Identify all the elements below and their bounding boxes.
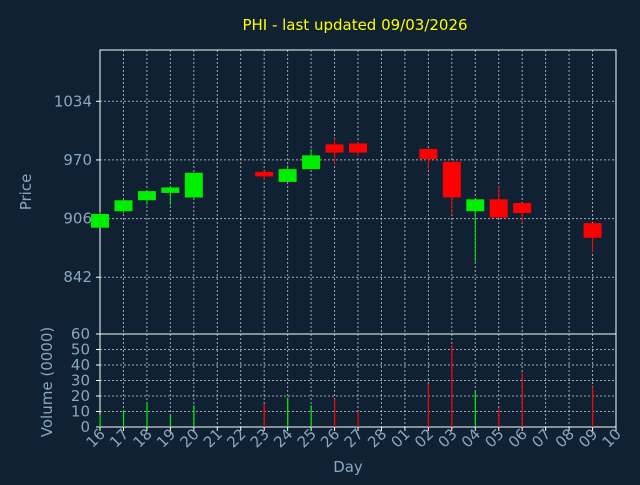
candle-body [137, 191, 156, 201]
day-tick-label: 24 [270, 425, 296, 451]
day-tick-label: 04 [458, 425, 484, 451]
day-tick-label: 02 [411, 425, 437, 451]
day-tick-label: 19 [153, 425, 179, 451]
candle-body [419, 148, 438, 160]
candle-body [302, 155, 321, 170]
price-tick-label: 842 [63, 268, 92, 286]
day-tick-label: 05 [481, 425, 507, 451]
day-tick-label: 26 [317, 425, 343, 451]
volume-bar [592, 386, 594, 427]
volume-bar [193, 405, 195, 427]
volume-tick-label: 50 [71, 341, 90, 359]
candle-body [278, 169, 297, 182]
volume-bar [451, 344, 453, 427]
candle-body [325, 144, 344, 153]
candle-body [161, 187, 180, 193]
candle-body [91, 213, 109, 228]
price-tick-label: 906 [63, 210, 92, 228]
volume-bar [474, 391, 476, 427]
volume-bar [521, 372, 523, 427]
price-tick-label: 970 [63, 151, 92, 169]
volume-tick-label: 30 [71, 372, 90, 390]
candle-body [513, 202, 532, 214]
price-axis-label: Price [17, 174, 35, 211]
volume-tick-label: 0 [80, 418, 90, 436]
volume-bar [122, 409, 125, 427]
volume-bar [146, 402, 148, 427]
day-tick-label: 18 [130, 425, 156, 451]
day-tick-labels: 1617181920212223242526272801020304050607… [83, 425, 625, 451]
candle-body [583, 223, 602, 238]
volume-bar [263, 403, 265, 427]
day-tick-label: 21 [200, 425, 226, 451]
volume-bar [287, 397, 289, 427]
day-tick-label: 03 [434, 425, 460, 451]
day-tick-label: 06 [505, 425, 531, 451]
candle-body [184, 172, 203, 198]
volume-axis-label: Volume (0000) [38, 327, 56, 437]
chart-title: PHI - last updated 09/03/2026 [242, 16, 467, 34]
volume-bar [498, 408, 500, 427]
day-tick-label: 10 [599, 425, 625, 451]
volume-bar [310, 405, 312, 427]
day-tick-label: 25 [294, 425, 320, 451]
volume-bar [99, 414, 101, 427]
candle-body [349, 143, 367, 153]
candle-body [466, 199, 485, 212]
day-tick-label: 28 [364, 425, 390, 451]
volume-bar [334, 399, 336, 427]
volume-tick-label: 20 [71, 387, 90, 405]
day-tick-label: 20 [176, 425, 202, 451]
day-tick-label: 09 [575, 425, 601, 451]
candle-body [114, 200, 133, 212]
candle-body [489, 199, 508, 218]
price-panel: 842 906 970 1034 [54, 49, 617, 335]
day-tick-label: 22 [223, 425, 249, 451]
volume-tick-label: 60 [71, 325, 90, 343]
volume-tick-label: 10 [71, 403, 90, 421]
day-tick-label: 23 [247, 425, 273, 451]
volume-tick-label: 40 [71, 356, 90, 374]
day-tick-label: 08 [552, 425, 578, 451]
day-tick-label: 27 [341, 425, 367, 451]
volume-bar [357, 411, 359, 427]
volume-bar [427, 383, 430, 427]
volume-bar [169, 414, 172, 427]
day-tick-label: 07 [528, 425, 554, 451]
day-tick-label: 01 [388, 425, 414, 451]
day-tick-label: 17 [106, 425, 132, 451]
candle-body [442, 161, 461, 198]
day-axis-label: Day [333, 458, 363, 476]
price-tick-label: 1034 [54, 92, 92, 110]
candle-body [255, 171, 274, 177]
